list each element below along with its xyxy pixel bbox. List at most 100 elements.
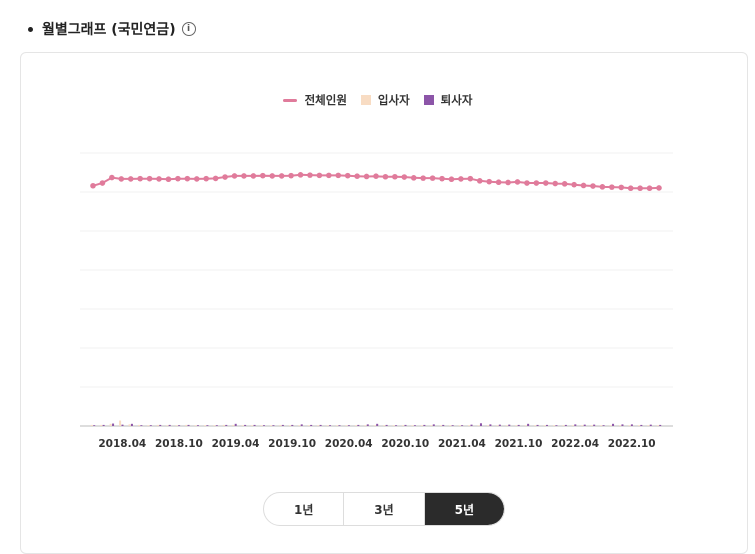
bar-leave: [508, 424, 511, 426]
point-total: [222, 174, 228, 180]
bar-hire: [317, 425, 320, 426]
bar-leave: [630, 424, 633, 426]
bar-leave: [527, 423, 530, 426]
bar-hire: [439, 425, 442, 426]
point-total: [410, 175, 417, 181]
point-total: [392, 173, 398, 180]
bar-leave: [338, 425, 341, 426]
bar-hire: [100, 424, 103, 426]
point-total: [212, 175, 219, 182]
bar-leave: [253, 424, 256, 426]
bar-hire: [270, 425, 273, 426]
bar-leave: [517, 424, 520, 426]
bar-hire: [534, 425, 537, 426]
point-total: [467, 175, 474, 182]
bar-hire: [119, 420, 122, 426]
point-total: [656, 185, 662, 191]
period-3y-button[interactable]: 3년: [344, 493, 425, 525]
bar-hire: [354, 425, 357, 426]
point-total: [156, 176, 162, 182]
point-total: [543, 180, 549, 186]
bar-hire: [600, 425, 603, 426]
bar-leave: [215, 425, 218, 426]
bar-hire: [420, 425, 423, 426]
point-total: [420, 175, 426, 181]
bar-hire: [553, 425, 556, 426]
bar-leave: [244, 424, 247, 426]
point-total: [363, 173, 370, 180]
legend-swatch-hire: [360, 95, 371, 105]
bar-leave: [347, 425, 350, 426]
bar-leave: [112, 423, 115, 426]
bar-leave: [574, 424, 577, 426]
x-tick-label: 2021.10: [495, 438, 543, 450]
bar-hire: [402, 425, 405, 426]
bar-hire: [411, 425, 414, 426]
bar-leave: [291, 424, 294, 426]
bar-hire: [137, 424, 140, 426]
point-total: [524, 180, 530, 186]
bar-hire: [260, 425, 263, 426]
page-title: 월별그래프 (국민연금): [42, 22, 176, 38]
bar-hire: [166, 425, 169, 426]
bar-leave: [149, 425, 152, 426]
bar-leave: [583, 424, 586, 426]
point-total: [278, 173, 285, 179]
bar-leave: [432, 424, 435, 426]
point-total: [382, 173, 389, 180]
bar-leave: [263, 425, 265, 426]
bar-hire: [637, 425, 640, 426]
bar-hire: [194, 425, 197, 426]
point-total: [99, 180, 106, 186]
bar-leave: [93, 425, 96, 426]
x-tick-label: 2018.10: [155, 438, 203, 450]
legend-item-hire[interactable]: 입사자: [360, 92, 410, 108]
point-total: [269, 173, 276, 179]
point-total: [458, 176, 464, 182]
bar-hire: [345, 425, 348, 426]
bar-leave: [546, 424, 548, 426]
bar-leave: [612, 423, 615, 426]
bar-hire: [468, 425, 471, 426]
bar-leave: [479, 423, 482, 426]
bar-leave: [385, 424, 388, 426]
bar-hire: [383, 425, 386, 426]
bar-leave: [168, 424, 171, 426]
section-title: 월별그래프 (국민연금) i: [28, 17, 196, 41]
point-total: [175, 175, 181, 182]
bar-leave: [602, 425, 605, 426]
point-total: [599, 184, 606, 190]
point-total: [316, 172, 323, 179]
period-1y-button[interactable]: 1년: [264, 493, 345, 525]
bar-leave: [121, 424, 124, 426]
legend-item-total[interactable]: 전체인원: [282, 92, 347, 108]
info-icon[interactable]: i: [181, 22, 196, 36]
bar-leave: [470, 424, 473, 426]
bar-hire: [477, 425, 480, 426]
bar-leave: [442, 424, 445, 426]
bar-hire: [430, 425, 433, 426]
bar-leave: [178, 425, 181, 426]
period-5y-button[interactable]: 5년: [424, 493, 504, 525]
bar-leave: [564, 424, 567, 426]
point-total: [137, 175, 143, 182]
legend-swatch-leave: [423, 95, 434, 105]
bar-hire: [543, 425, 546, 426]
bar-leave: [196, 425, 199, 426]
bar-hire: [364, 425, 367, 426]
bar-leave: [300, 424, 303, 426]
bar-leave: [366, 424, 369, 426]
legend-item-leave[interactable]: 퇴사자: [423, 92, 472, 108]
point-total: [609, 184, 615, 190]
bar-leave: [593, 424, 596, 426]
point-total: [193, 176, 200, 182]
bar-hire: [156, 424, 159, 426]
point-total: [109, 174, 115, 181]
point-total: [146, 175, 153, 182]
bar-hire: [185, 424, 188, 426]
point-total: [118, 176, 125, 182]
point-total: [203, 175, 209, 182]
bar-hire: [232, 424, 235, 426]
bar-hire: [505, 425, 508, 426]
bar-hire: [562, 425, 565, 426]
